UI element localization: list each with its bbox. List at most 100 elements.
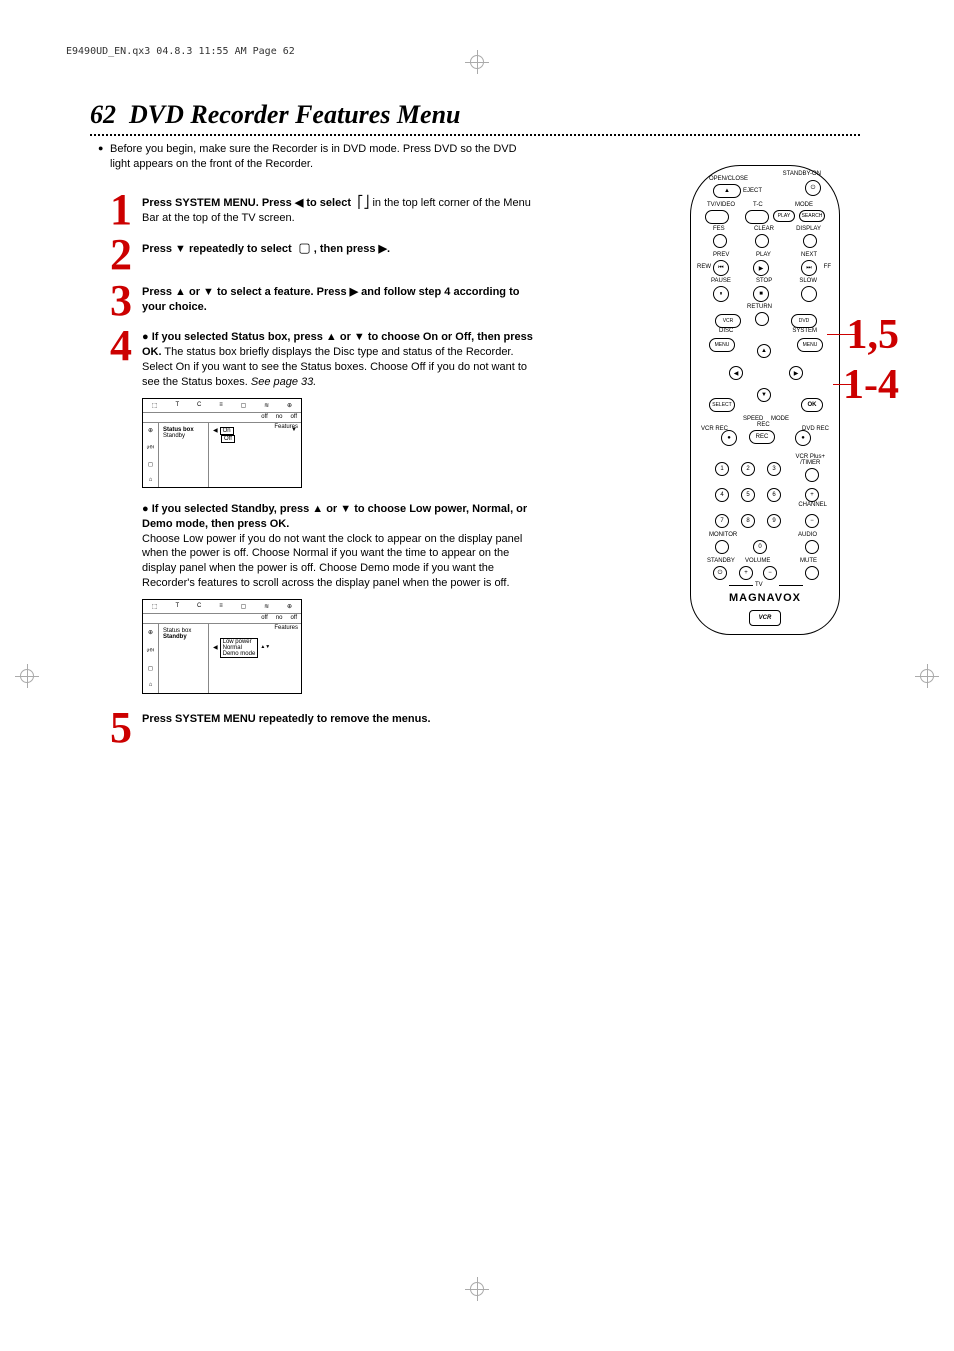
step4-sub2-bold: ● If you selected Standby, press ▲ or ▼ … [142, 503, 527, 530]
nav-right-button: ▶ [789, 366, 803, 380]
top-icon: ▢ [241, 603, 247, 610]
dvdrec-button: ● [795, 430, 811, 446]
vcrplus-button [805, 468, 819, 482]
num-7: 7 [715, 514, 729, 528]
page-number: 62 [90, 100, 116, 129]
menu-item: Standby [163, 634, 187, 640]
vcrrec-button: ● [721, 430, 737, 446]
title-underline [90, 134, 860, 136]
step2-rest: , then press ▶. [314, 243, 390, 255]
label-fes: FES [713, 226, 725, 232]
num-2: 2 [741, 462, 755, 476]
step-number: 4 [90, 326, 132, 366]
top-icon: ⊕ [287, 402, 292, 409]
arrow-left-icon: ◀ [213, 644, 218, 651]
top-icon: ⊕ [287, 603, 292, 610]
search-pill: SEARCH [799, 210, 825, 222]
label-prev: PREV [713, 252, 729, 258]
num-6: 6 [767, 488, 781, 502]
menu-col1: Status box Standby [159, 423, 209, 487]
label-standby2: STANDBY [707, 558, 735, 564]
label-openclose: OPEN/CLOSE [709, 176, 748, 182]
tv-standby-button: ⏻ [713, 566, 727, 580]
label-tvvideo: TV/VIDEO [707, 202, 735, 208]
vol-minus: − [763, 566, 777, 580]
callout-1-4: 1-4 [843, 361, 899, 409]
label-rew: REW [697, 264, 711, 270]
features-label: Features [274, 424, 298, 430]
menu-item: Status box [163, 427, 194, 433]
feature-icon: ▢ [295, 240, 311, 255]
num-9: 9 [767, 514, 781, 528]
rec-button: REC [749, 430, 775, 444]
brand-label: MAGNAVOX [691, 592, 839, 604]
menu-screenshot-1: ⬚ T C ≡ ▢ ≋ ⊕ off no off Features ⊕ 🕬 ◻ … [142, 398, 302, 488]
label-audio: AUDIO [798, 532, 817, 538]
step-5: 5 Press SYSTEM MENU repeatedly to remove… [90, 708, 860, 748]
clear-button [755, 234, 769, 248]
top-icon: T [175, 402, 179, 408]
vcr-disc-pill: VCR [715, 314, 741, 328]
arrow-left-icon: ◀ [213, 427, 218, 435]
menu-col1: Status box Standby [159, 624, 209, 693]
top-icon: C [197, 603, 201, 609]
num-3: 3 [767, 462, 781, 476]
label-standbyon: STANDBY-ON [783, 171, 821, 177]
menu-screenshot-2: ⬚ T C ≡ ▢ ≋ ⊕ off no off Features ⊕ 🕬 ◻ … [142, 599, 302, 694]
crop-mark-bottom [465, 1277, 489, 1301]
top-icon: ⬚ [152, 603, 158, 610]
tv-line-r [779, 585, 803, 586]
side-icon: ◻ [148, 665, 153, 672]
menu-midbar: off no off [143, 614, 301, 624]
step-body: ● If you selected Status box, press ▲ or… [142, 326, 542, 389]
tv-line-l [729, 585, 753, 586]
return-button [755, 312, 769, 326]
num-0: 0 [753, 540, 767, 554]
menu-item: Standby [163, 433, 204, 439]
side-icon: ⊕ [148, 629, 153, 636]
top-icon: C [197, 402, 201, 408]
updown-icon: ▲▼ [260, 645, 270, 650]
num-4: 4 [715, 488, 729, 502]
label-mode2: MODE [771, 416, 789, 422]
label-display: DISPLAY [796, 226, 821, 232]
step-body: ● If you selected Standby, press ▲ or ▼ … [142, 498, 542, 591]
menu-topbar: ⬚ T C ≡ ▢ ≋ ⊕ [143, 399, 301, 413]
label-clear: CLEAR [754, 226, 774, 232]
select-button: SELECT [709, 398, 735, 412]
slow-button [801, 286, 817, 302]
fes-button [713, 234, 727, 248]
menu-sidebar: ⊕ 🕬 ◻ ⌂ [143, 624, 159, 693]
step-body: Press ▲ or ▼ to select a feature. Press … [142, 281, 542, 315]
label-pause: PAUSE [711, 278, 731, 284]
mid-val: off [261, 615, 268, 622]
crop-mark-top [465, 50, 489, 74]
tvvideo-button [705, 210, 729, 224]
ok-button: OK [801, 398, 823, 412]
side-icon: ◻ [148, 461, 153, 468]
play-button: ▶ [753, 260, 769, 276]
step2-bold: Press ▼ repeatedly to select [142, 243, 292, 255]
top-icon: T [175, 603, 179, 609]
nav-up-button: ▲ [757, 344, 771, 358]
label-eject: EJECT [743, 188, 762, 194]
step-number: 3 [90, 281, 132, 321]
menu-l-button: MENU [709, 338, 735, 352]
top-icon: ≋ [264, 402, 269, 409]
mid-val: off [261, 414, 268, 421]
label-ff: FF [824, 264, 831, 270]
menu-col2: ◀ On ▼ Off [209, 423, 301, 487]
step-body: Press SYSTEM MENU repeatedly to remove t… [142, 708, 431, 727]
pause-button: ⏸ [713, 286, 729, 302]
label-tc: T-C [753, 202, 763, 208]
tc-button [745, 210, 769, 224]
side-icon: ⌂ [149, 477, 153, 483]
eject-button: ▲ [713, 184, 741, 198]
step-body: Press ▼ repeatedly to select ▢ , then pr… [142, 235, 390, 257]
play-pill: PLAY [773, 210, 795, 222]
label-rec: REC [757, 422, 770, 428]
display-button [803, 234, 817, 248]
label-play: PLAY [756, 252, 771, 258]
intro-text: Before you begin, make sure the Recorder… [110, 142, 530, 172]
side-icon: ⌂ [149, 682, 153, 688]
